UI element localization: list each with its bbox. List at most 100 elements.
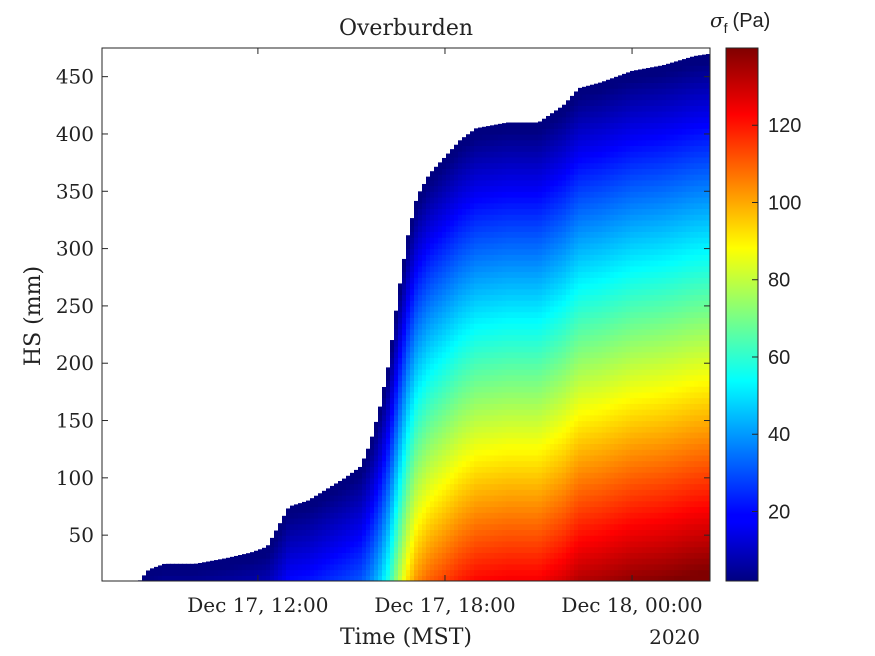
heatmap-cell (514, 248, 519, 255)
heatmap-cell (418, 282, 423, 290)
heatmap-cell (394, 368, 399, 376)
heatmap-cell (554, 426, 559, 433)
heatmap-cell (410, 409, 415, 416)
heatmap-cell (498, 500, 503, 508)
heatmap-cell (562, 116, 567, 124)
heatmap-cell (438, 552, 443, 559)
heatmap-cell (478, 271, 483, 278)
heatmap-cell (406, 288, 411, 296)
heatmap-cell (562, 363, 567, 370)
heatmap-cell (570, 363, 575, 370)
heatmap-cell (398, 283, 403, 290)
heatmap-cell (398, 512, 403, 519)
heatmap-cell (594, 363, 599, 370)
heatmap-cell (322, 540, 327, 548)
heatmap-cell (490, 391, 495, 399)
heatmap-cell (538, 242, 543, 250)
heatmap-cell (554, 265, 559, 273)
heatmap-cell (466, 357, 471, 364)
heatmap-cell (498, 254, 503, 261)
heatmap-cell (306, 546, 311, 553)
heatmap-cell (482, 472, 487, 479)
heatmap-cell (442, 225, 447, 232)
heatmap-cell (398, 391, 403, 399)
heatmap-cell (586, 328, 591, 336)
heatmap-cell (594, 575, 599, 581)
heatmap-cell (550, 558, 555, 565)
heatmap-cell (578, 323, 583, 330)
heatmap-cell (522, 174, 527, 181)
heatmap-cell (522, 506, 527, 513)
heatmap-cell (350, 563, 355, 571)
heatmap-cell (518, 151, 523, 158)
heatmap-cell (474, 334, 479, 341)
heatmap-cell (542, 454, 547, 462)
heatmap-cell (462, 254, 467, 261)
heatmap-cell (514, 351, 519, 359)
heatmap-cell (318, 552, 323, 559)
heatmap-cell (490, 558, 495, 565)
heatmap-cell (558, 380, 563, 387)
heatmap-cell (542, 512, 547, 519)
heatmap-cell (306, 523, 311, 531)
heatmap-cell (542, 248, 547, 255)
heatmap-column (414, 200, 419, 581)
heatmap-cell (490, 277, 495, 284)
heatmap-cell (442, 489, 447, 496)
heatmap-cell (474, 225, 479, 232)
heatmap-cell (430, 191, 435, 198)
heatmap-cell (530, 380, 535, 387)
heatmap-cell (518, 517, 523, 525)
heatmap-cell (566, 133, 571, 141)
heatmap-cell (438, 466, 443, 473)
heatmap-cell (286, 523, 291, 531)
heatmap-cell (394, 552, 399, 559)
heatmap-cell (394, 328, 399, 336)
heatmap-cell (342, 483, 347, 490)
heatmap-column (330, 485, 335, 581)
heatmap-cell (554, 443, 559, 450)
heatmap-cell (582, 506, 587, 513)
heatmap-cell (602, 133, 607, 141)
heatmap-cell (438, 529, 443, 536)
heatmap-cell (526, 569, 531, 576)
heatmap-cell (582, 483, 587, 490)
heatmap-cell (466, 517, 471, 525)
heatmap-cell (318, 506, 323, 513)
heatmap-cell (574, 277, 579, 284)
heatmap-cell (482, 449, 487, 456)
heatmap-cell (490, 168, 495, 175)
heatmap-cell (394, 449, 399, 456)
heatmap-cell (450, 197, 455, 204)
heatmap-cell (294, 575, 299, 581)
heatmap-cell (598, 328, 603, 336)
heatmap-cell (438, 403, 443, 410)
heatmap-cell (374, 449, 379, 456)
heatmap-cell (574, 391, 579, 399)
heatmap-cell (414, 214, 419, 221)
heatmap-cell (514, 174, 519, 181)
heatmap-cell (538, 558, 543, 565)
heatmap-cell (470, 431, 475, 439)
heatmap-cell (426, 472, 431, 479)
heatmap-cell (586, 93, 591, 101)
heatmap-cell (474, 346, 479, 353)
heatmap-cell (182, 575, 187, 581)
heatmap-cell (486, 305, 491, 313)
heatmap-cell (358, 575, 363, 581)
heatmap-cell (418, 219, 423, 227)
heatmap-cell (582, 225, 587, 232)
heatmap-cell (442, 529, 447, 536)
heatmap-cell (570, 334, 575, 341)
heatmap-cell (602, 323, 607, 330)
heatmap-cell (490, 351, 495, 359)
heatmap-cell (522, 569, 527, 576)
heatmap-cell (574, 420, 579, 427)
heatmap-cell (482, 495, 487, 502)
heatmap-cell (590, 466, 595, 473)
heatmap-cell (366, 448, 371, 450)
heatmap-cell (486, 351, 491, 359)
heatmap-cell (606, 529, 611, 536)
heatmap-cell (438, 311, 443, 318)
heatmap-cell (594, 489, 599, 496)
